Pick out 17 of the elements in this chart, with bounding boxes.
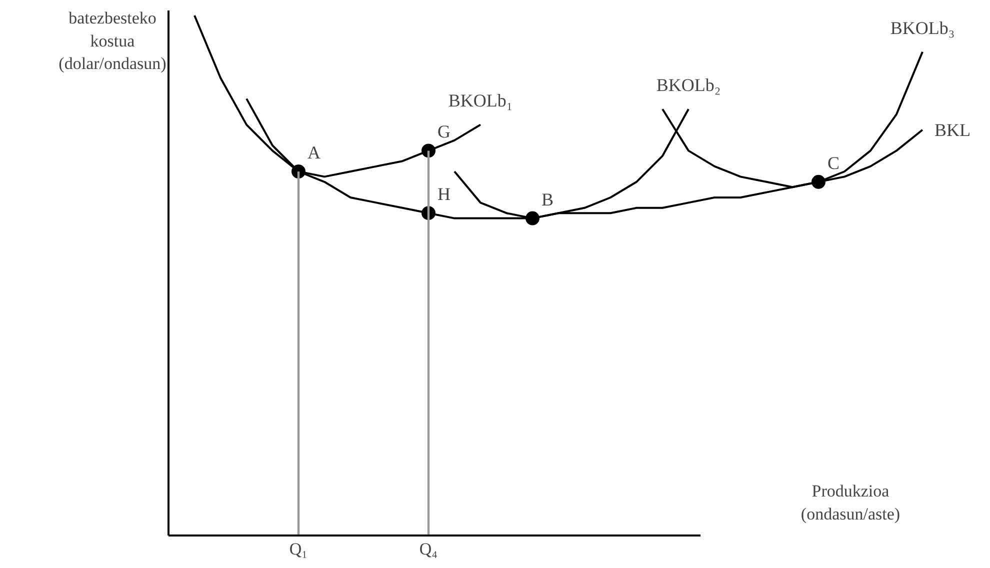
series-label: BKOLb₁ bbox=[448, 90, 513, 111]
series-label: B bbox=[542, 189, 554, 210]
series-label: BKL bbox=[934, 120, 970, 140]
point bbox=[526, 211, 540, 226]
x-axis-title: Produkzioa (ondasun/aste) bbox=[800, 482, 900, 524]
series-label: BKOLb₂ bbox=[656, 75, 721, 96]
point bbox=[422, 144, 436, 158]
series-label: C bbox=[828, 152, 840, 173]
point bbox=[292, 164, 306, 178]
series-label: G bbox=[438, 122, 450, 142]
series-label: A bbox=[308, 142, 320, 162]
series-label: H bbox=[438, 184, 450, 204]
y-axis-title: batezbesteko kostua (dolar/ondasun) bbox=[58, 8, 166, 74]
x-tick-label: Q₄ bbox=[419, 540, 438, 558]
point bbox=[812, 174, 826, 189]
series-label: BKOLb₃ bbox=[890, 18, 955, 38]
x-tick-label: Q₁ bbox=[289, 540, 308, 558]
